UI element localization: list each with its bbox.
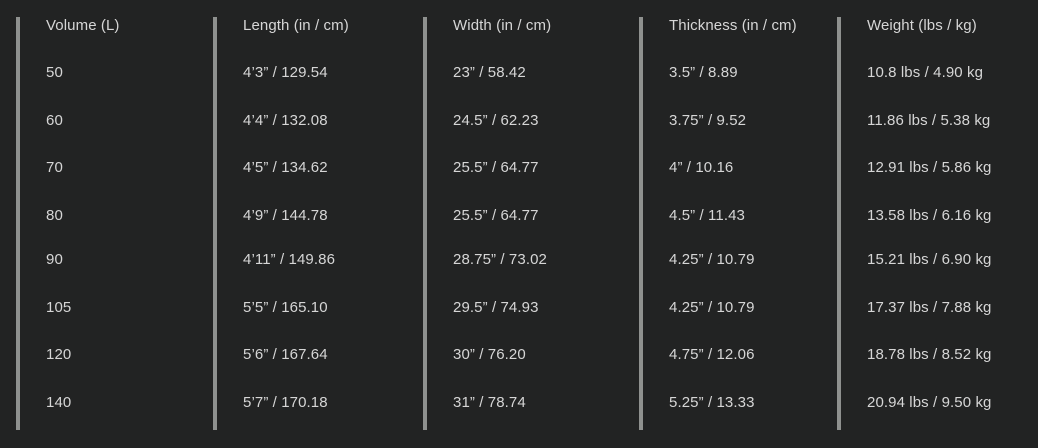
cell-length: 5’7” / 170.18: [243, 394, 328, 411]
column-header-volume: Volume (L): [46, 17, 120, 34]
cell-thickness: 4” / 10.16: [669, 159, 734, 176]
cell-thickness: 4.25” / 10.79: [669, 251, 755, 268]
cell-thickness: 4.5” / 11.43: [669, 207, 745, 224]
cell-width: 23” / 58.42: [453, 64, 526, 81]
cell-length: 4’4” / 132.08: [243, 112, 328, 129]
cell-volume: 50: [46, 64, 63, 81]
cell-length: 5’6” / 167.64: [243, 346, 328, 363]
cell-thickness: 3.5” / 8.89: [669, 64, 738, 81]
cell-weight: 20.94 lbs / 9.50 kg: [867, 394, 992, 411]
cell-weight: 15.21 lbs / 6.90 kg: [867, 251, 992, 268]
cell-length: 5’5” / 165.10: [243, 299, 328, 316]
cell-volume: 80: [46, 207, 63, 224]
cell-width: 24.5” / 62.23: [453, 112, 539, 129]
cell-width: 25.5” / 64.77: [453, 207, 539, 224]
cell-thickness: 4.25” / 10.79: [669, 299, 755, 316]
cell-weight: 13.58 lbs / 6.16 kg: [867, 207, 992, 224]
cell-weight: 18.78 lbs / 8.52 kg: [867, 346, 992, 363]
cell-volume: 70: [46, 159, 63, 176]
cell-length: 4’11” / 149.86: [243, 251, 336, 268]
column-divider: [16, 17, 20, 430]
cell-width: 31” / 78.74: [453, 394, 526, 411]
column-divider: [213, 17, 217, 430]
column-divider: [423, 17, 427, 430]
cell-volume: 105: [46, 299, 72, 316]
column-divider: [837, 17, 841, 430]
cell-weight: 17.37 lbs / 7.88 kg: [867, 299, 992, 316]
cell-width: 28.75” / 73.02: [453, 251, 547, 268]
cell-length: 4’9” / 144.78: [243, 207, 328, 224]
cell-volume: 120: [46, 346, 72, 363]
cell-weight: 12.91 lbs / 5.86 kg: [867, 159, 992, 176]
column-header-thickness: Thickness (in / cm): [669, 17, 797, 34]
column-header-width: Width (in / cm): [453, 17, 552, 34]
cell-volume: 140: [46, 394, 72, 411]
cell-weight: 11.86 lbs / 5.38 kg: [867, 112, 991, 129]
cell-thickness: 5.25” / 13.33: [669, 394, 755, 411]
cell-weight: 10.8 lbs / 4.90 kg: [867, 64, 984, 81]
cell-thickness: 3.75” / 9.52: [669, 112, 747, 129]
cell-volume: 90: [46, 251, 63, 268]
cell-length: 4’5” / 134.62: [243, 159, 328, 176]
column-header-length: Length (in / cm): [243, 17, 349, 34]
column-divider: [639, 17, 643, 430]
cell-thickness: 4.75” / 12.06: [669, 346, 755, 363]
cell-width: 30” / 76.20: [453, 346, 526, 363]
cell-length: 4’3” / 129.54: [243, 64, 328, 81]
cell-width: 29.5” / 74.93: [453, 299, 539, 316]
cell-width: 25.5” / 64.77: [453, 159, 539, 176]
cell-volume: 60: [46, 112, 63, 129]
column-header-weight: Weight (lbs / kg): [867, 17, 977, 34]
